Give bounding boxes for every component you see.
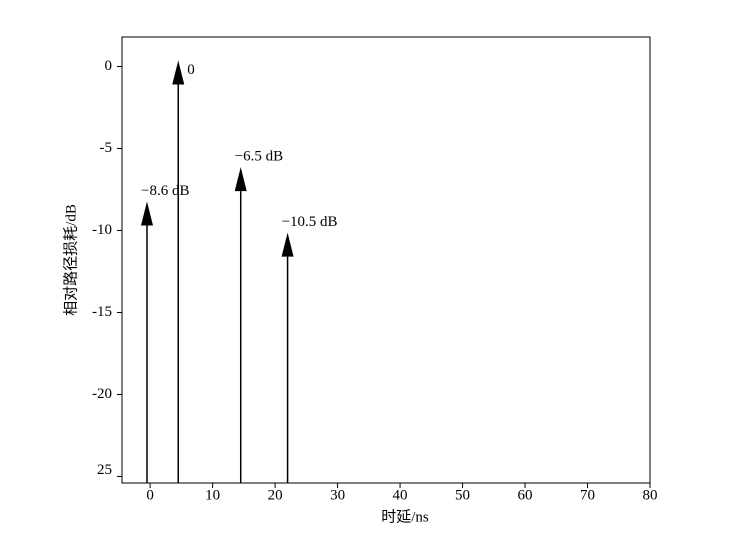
x-tick-label: 0 xyxy=(146,487,154,503)
arrow-head xyxy=(234,167,247,192)
x-tick-label: 40 xyxy=(393,487,408,503)
data-label: −10.5 dB xyxy=(282,214,338,230)
x-tick-label: 60 xyxy=(518,487,533,503)
y-tick-label: -5 xyxy=(100,140,113,156)
y-axis-label: 相对路径损耗/dB xyxy=(62,204,79,316)
y-tick-label: 0 xyxy=(105,58,113,74)
x-tick-label: 80 xyxy=(643,487,658,503)
y-tick-label: -15 xyxy=(92,304,112,320)
plot-frame xyxy=(121,36,651,484)
x-tick-label: 50 xyxy=(455,487,470,503)
x-axis-label: 时延/ns xyxy=(381,508,429,525)
data-label: −6.5 dB xyxy=(235,149,283,165)
y-tick-label: 25 xyxy=(97,462,112,478)
arrow-head xyxy=(140,201,153,226)
data-label: −8.6 dB xyxy=(141,183,189,199)
data-label: 0 xyxy=(187,62,195,78)
arrow-head xyxy=(172,60,185,85)
y-tick-label: -10 xyxy=(92,222,112,238)
x-tick-label: 20 xyxy=(268,487,283,503)
arrow-head xyxy=(281,232,294,257)
x-tick-label: 30 xyxy=(330,487,345,503)
y-tick-label: -20 xyxy=(92,386,112,402)
x-tick-label: 10 xyxy=(205,487,220,503)
x-tick-label: 70 xyxy=(580,487,595,503)
